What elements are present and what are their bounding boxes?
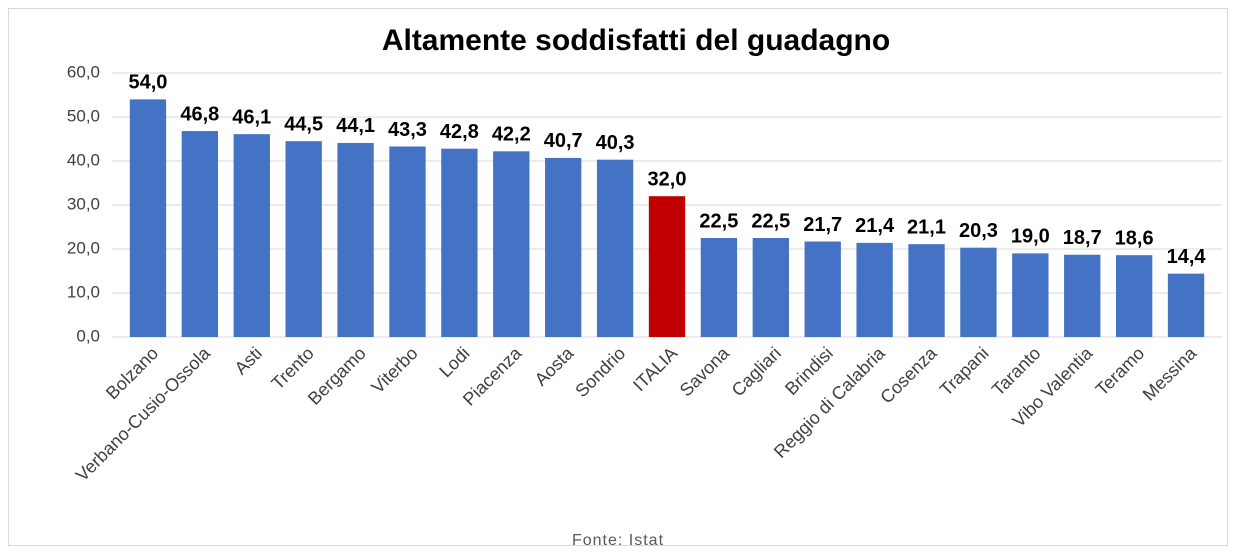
bar — [493, 151, 530, 337]
y-tick-label: 20,0 — [67, 238, 100, 257]
value-label: 14,4 — [1167, 246, 1207, 268]
value-label: 21,4 — [855, 215, 895, 237]
bar — [1012, 253, 1049, 337]
value-label: 22,5 — [699, 210, 738, 232]
value-label: 44,5 — [284, 113, 323, 135]
value-label: 44,1 — [336, 115, 375, 137]
source: Fonte: Istat — [572, 532, 664, 549]
chart-title: Altamente soddisfatti del guadagno — [382, 24, 890, 57]
value-label: 19,0 — [1011, 226, 1050, 248]
y-tick-label: 60,0 — [67, 62, 100, 81]
value-label: 42,8 — [440, 121, 479, 143]
value-label: 20,3 — [959, 220, 998, 242]
bar — [1167, 273, 1205, 337]
y-tick-label: 40,0 — [67, 150, 100, 169]
value-label: 18,7 — [1063, 227, 1102, 249]
bar — [856, 242, 893, 337]
y-tick-label: 30,0 — [67, 194, 100, 213]
y-tick-label: 0,0 — [76, 326, 100, 345]
y-tick-label: 10,0 — [67, 282, 100, 301]
bar — [596, 159, 634, 337]
bar — [804, 241, 841, 337]
bar — [441, 148, 478, 337]
bar — [1064, 254, 1101, 337]
value-label: 22,5 — [751, 210, 790, 232]
bar — [908, 244, 945, 337]
y-tick-label: 50,0 — [67, 106, 100, 125]
bar — [129, 99, 167, 338]
value-label: 43,3 — [388, 119, 427, 141]
bar — [752, 238, 789, 337]
value-label: 40,3 — [596, 132, 635, 154]
bar — [1115, 255, 1153, 337]
bar — [545, 157, 582, 337]
value-label: 46,8 — [180, 103, 219, 125]
value-label: 18,6 — [1115, 227, 1154, 249]
bar — [337, 142, 374, 337]
bar — [181, 131, 219, 337]
value-label: 42,2 — [492, 124, 531, 146]
value-label: 21,1 — [907, 216, 946, 238]
value-label: 40,7 — [544, 130, 583, 152]
value-label: 21,7 — [803, 214, 842, 236]
bar — [233, 134, 270, 337]
bar — [648, 196, 686, 337]
bar — [960, 247, 997, 337]
bar — [700, 238, 738, 337]
value-label: 46,1 — [232, 106, 271, 128]
bar — [389, 146, 426, 337]
value-label: 54,0 — [128, 72, 167, 94]
value-label: 32,0 — [648, 168, 687, 190]
bar — [285, 141, 322, 337]
